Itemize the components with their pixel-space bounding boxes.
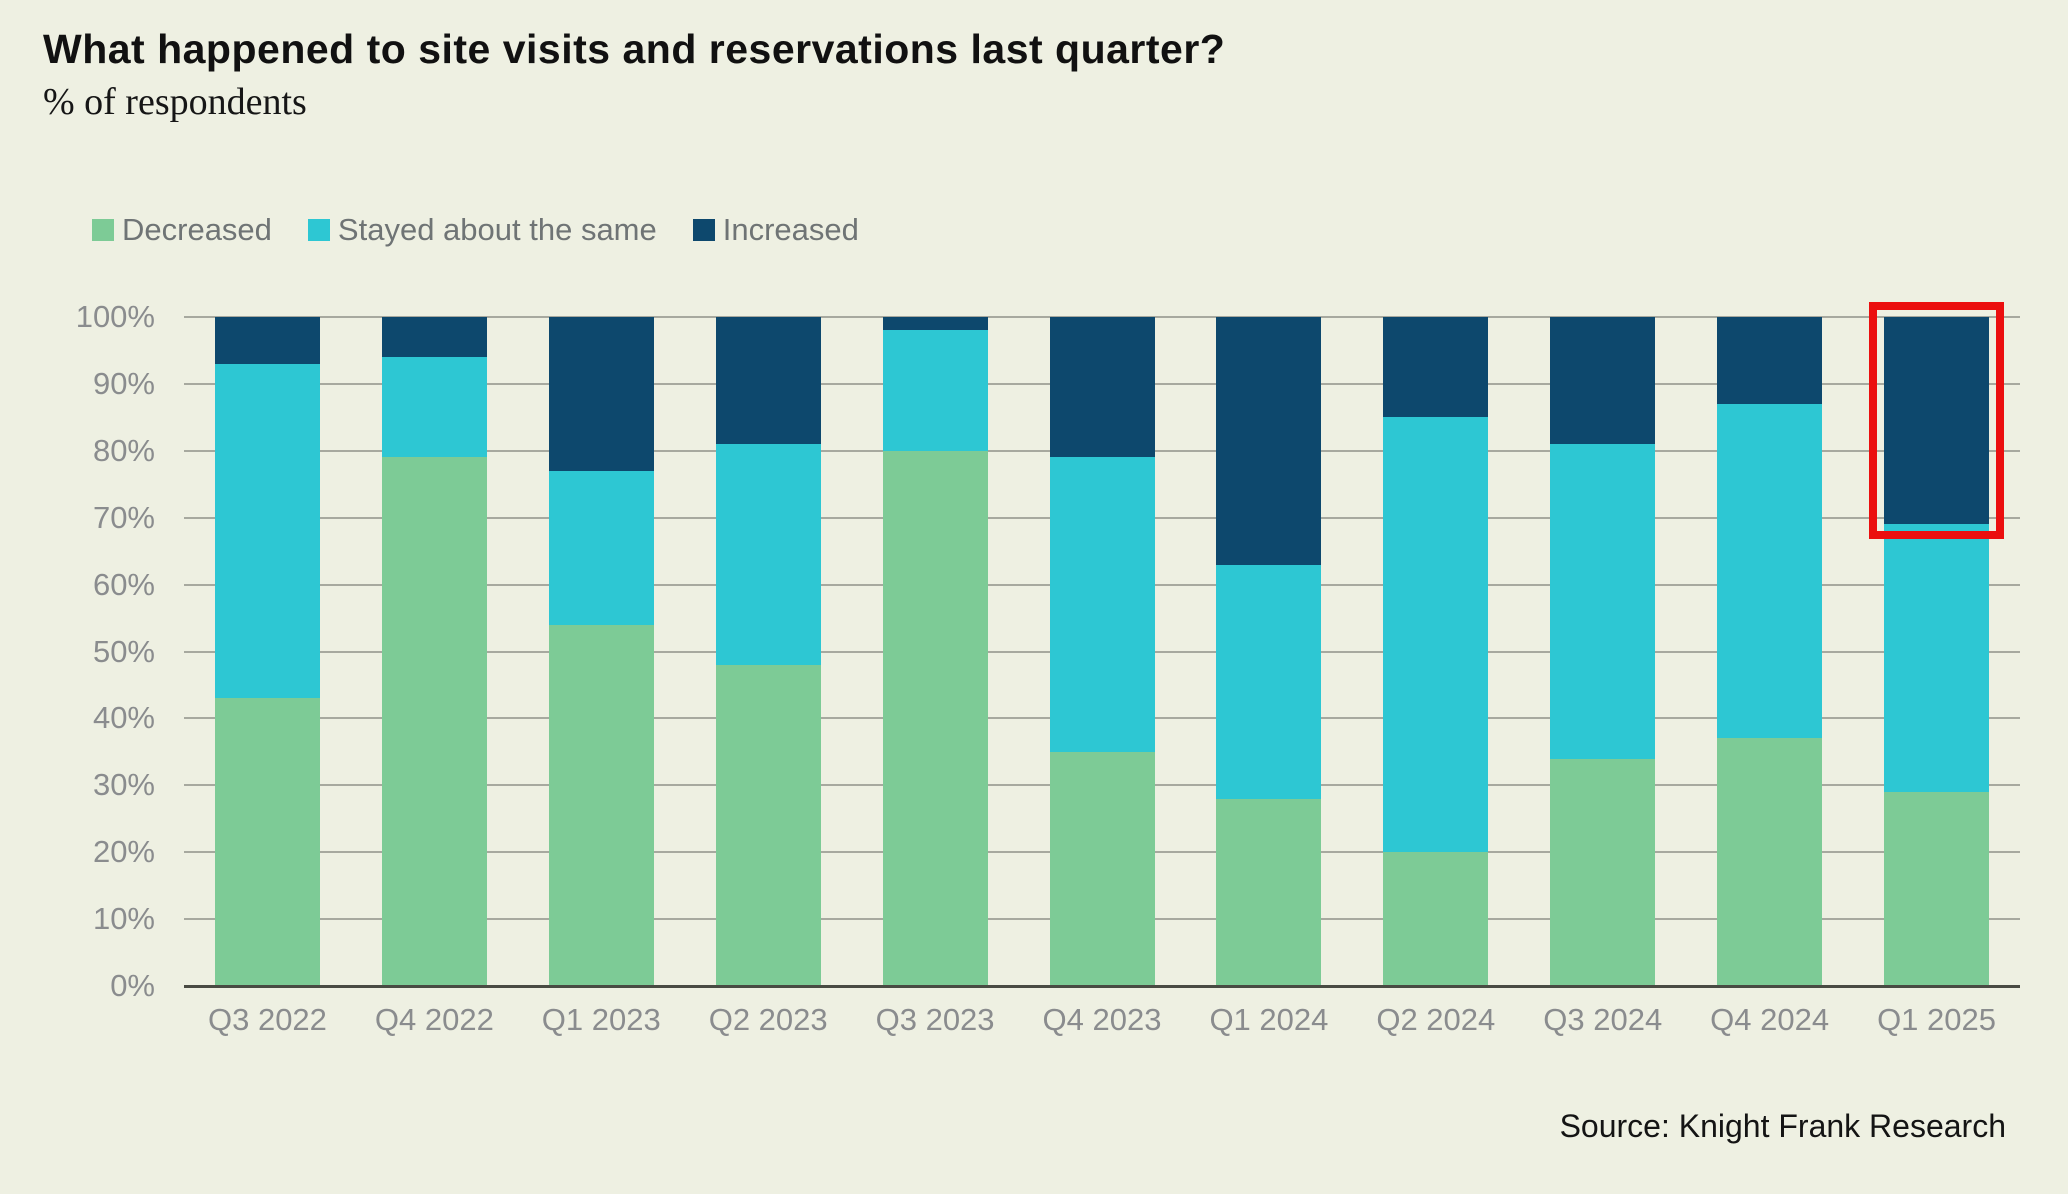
bar-segment — [882, 317, 988, 331]
bar-segment — [715, 444, 821, 665]
bar-segment — [1049, 457, 1155, 752]
legend-item: Decreased — [92, 212, 272, 248]
x-axis-tick-label: Q1 2025 — [1877, 1002, 1996, 1037]
bar-segment — [548, 470, 654, 625]
bar-segment — [214, 317, 320, 364]
x-axis-tick-label: Q2 2023 — [708, 1002, 828, 1037]
highlight-outline — [1869, 302, 2005, 540]
legend-swatch-icon — [92, 219, 114, 241]
bar-segment — [1717, 738, 1823, 986]
legend-item: Increased — [692, 212, 859, 248]
bar-segment — [1216, 317, 1322, 565]
bar-segment — [1383, 852, 1489, 986]
bar-segment — [548, 317, 654, 471]
y-axis-tick-label: 10% — [92, 901, 155, 937]
y-axis-tick-label: 100% — [75, 299, 155, 334]
bar-segment — [715, 664, 821, 986]
bar-segment — [1717, 403, 1823, 739]
y-axis-tick-label: 40% — [92, 700, 155, 736]
bar-segment — [214, 698, 320, 986]
x-axis-tick-label: Q2 2024 — [1376, 1002, 1496, 1037]
bar-segment — [381, 317, 487, 358]
bar-segment — [1216, 564, 1322, 799]
x-axis-tick-label: Q1 2023 — [541, 1002, 661, 1037]
legend: Decreased Stayed about the same Increased — [92, 212, 859, 248]
legend-label: Stayed about the same — [337, 212, 657, 247]
bar-segment — [214, 363, 320, 699]
bar-segment — [1884, 317, 1990, 525]
x-axis-tick-label: Q3 2023 — [875, 1002, 995, 1037]
bar-segment — [882, 450, 988, 986]
legend-label: Increased — [722, 212, 859, 247]
legend-item: Stayed about the same — [307, 212, 657, 248]
y-axis-tick-label: 50% — [92, 633, 155, 669]
bar-segment — [1550, 444, 1656, 759]
bar-segment — [1884, 791, 1990, 986]
x-axis-tick-label: Q4 2024 — [1710, 1002, 1830, 1037]
bar-segment — [1049, 751, 1155, 986]
bar-segment — [548, 624, 654, 986]
bar-segment — [1717, 317, 1823, 404]
source-caption: Source: Knight Frank Research — [1559, 1108, 2006, 1144]
bar-segment — [882, 330, 988, 451]
x-axis-tick-label: Q3 2024 — [1543, 1002, 1663, 1037]
y-axis-tick-label: 90% — [92, 365, 155, 401]
bar-segment — [1383, 317, 1489, 418]
y-axis-tick-label: 20% — [92, 834, 155, 870]
bar-segment — [1884, 524, 1990, 792]
bar-segment — [1550, 758, 1656, 986]
x-axis-tick-label: Q3 2022 — [207, 1002, 327, 1037]
bar-segment — [381, 357, 487, 458]
chart-subtitle: % of respondents — [43, 81, 307, 123]
y-axis-tick-label: 80% — [92, 432, 155, 468]
x-axis-tick-label: Q4 2022 — [374, 1002, 494, 1037]
y-axis-tick-label: 30% — [92, 767, 155, 803]
bar-segment — [381, 457, 487, 986]
y-axis-tick-label: 0% — [110, 968, 155, 1003]
bar-segment — [715, 317, 821, 445]
legend-swatch-icon — [307, 219, 330, 241]
bar-segment — [1216, 798, 1322, 986]
x-axis-line — [184, 985, 2020, 988]
bar-segment — [1550, 317, 1656, 445]
y-axis-tick-label: 60% — [92, 566, 155, 602]
bar-segment — [1383, 417, 1489, 853]
bar-segment — [1049, 317, 1155, 458]
x-axis-tick-label: Q1 2024 — [1209, 1002, 1329, 1037]
legend-label: Decreased — [122, 212, 272, 247]
legend-swatch-icon — [692, 219, 715, 241]
y-axis-tick-label: 70% — [92, 499, 155, 535]
chart-title: What happened to site visits and reserva… — [43, 26, 1226, 72]
x-axis-tick-label: Q4 2023 — [1042, 1002, 1162, 1037]
